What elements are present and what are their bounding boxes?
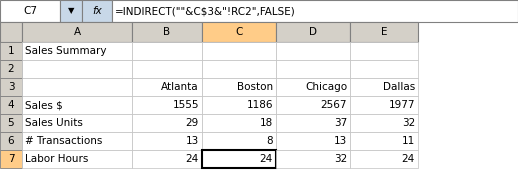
Text: # Transactions: # Transactions — [25, 136, 103, 146]
Bar — [350, 60, 418, 78]
Bar — [276, 114, 350, 132]
Text: 24: 24 — [260, 154, 273, 164]
Bar — [132, 42, 202, 60]
Text: Labor Hours: Labor Hours — [25, 154, 89, 164]
Bar — [22, 114, 132, 132]
Text: 18: 18 — [260, 118, 273, 128]
Text: Dallas: Dallas — [383, 82, 415, 92]
Text: C7: C7 — [23, 6, 37, 16]
Text: 1: 1 — [8, 46, 15, 56]
Text: Chicago: Chicago — [305, 82, 347, 92]
Text: 3: 3 — [8, 82, 15, 92]
Text: 6: 6 — [8, 136, 15, 146]
Text: 7: 7 — [8, 154, 15, 164]
Bar — [276, 22, 350, 42]
Text: Sales Units: Sales Units — [25, 118, 83, 128]
Bar — [0, 60, 22, 78]
Text: B: B — [164, 27, 170, 37]
Text: 37: 37 — [334, 118, 347, 128]
Bar — [60, 0, 82, 22]
Bar — [22, 96, 132, 114]
Bar — [276, 96, 350, 114]
Bar — [132, 78, 202, 96]
Text: 32: 32 — [402, 118, 415, 128]
Text: =INDIRECT(""&C$3&"!RC2",FALSE): =INDIRECT(""&C$3&"!RC2",FALSE) — [115, 6, 296, 16]
Text: ▼: ▼ — [68, 7, 74, 15]
Bar — [132, 114, 202, 132]
Bar — [132, 60, 202, 78]
Bar — [276, 78, 350, 96]
Bar — [350, 150, 418, 168]
Bar — [276, 132, 350, 150]
Bar — [202, 60, 276, 78]
Bar — [350, 132, 418, 150]
Bar — [22, 132, 132, 150]
Bar — [0, 0, 60, 22]
Bar — [22, 78, 132, 96]
Bar — [350, 78, 418, 96]
Bar — [276, 42, 350, 60]
Bar — [202, 22, 276, 42]
Text: Atlanta: Atlanta — [162, 82, 199, 92]
Bar — [82, 0, 112, 22]
Text: 4: 4 — [8, 100, 15, 110]
Bar — [350, 96, 418, 114]
Bar — [0, 22, 22, 42]
Text: Boston: Boston — [237, 82, 273, 92]
Text: Sales $: Sales $ — [25, 100, 63, 110]
Bar — [202, 96, 276, 114]
Text: 1555: 1555 — [172, 100, 199, 110]
Bar — [0, 114, 22, 132]
Bar — [22, 42, 132, 60]
Text: 8: 8 — [266, 136, 273, 146]
Bar — [350, 22, 418, 42]
Text: E: E — [381, 27, 387, 37]
Bar — [202, 42, 276, 60]
Text: 32: 32 — [334, 154, 347, 164]
Text: 5: 5 — [8, 118, 15, 128]
Bar — [112, 0, 518, 22]
Text: Sales Summary: Sales Summary — [25, 46, 107, 56]
Bar — [202, 150, 276, 168]
Text: C: C — [235, 27, 243, 37]
Bar — [0, 132, 22, 150]
Bar — [202, 78, 276, 96]
Text: A: A — [74, 27, 81, 37]
Bar — [350, 42, 418, 60]
Bar — [22, 22, 132, 42]
Text: D: D — [309, 27, 317, 37]
Bar — [22, 150, 132, 168]
Bar — [0, 150, 22, 168]
Text: 29: 29 — [186, 118, 199, 128]
Text: 24: 24 — [186, 154, 199, 164]
Text: 13: 13 — [186, 136, 199, 146]
Text: 1186: 1186 — [247, 100, 273, 110]
Bar — [202, 114, 276, 132]
Text: fx: fx — [92, 6, 102, 16]
Text: 11: 11 — [402, 136, 415, 146]
Text: 1977: 1977 — [388, 100, 415, 110]
Bar — [0, 96, 22, 114]
Bar — [132, 96, 202, 114]
Bar — [276, 150, 350, 168]
Bar — [132, 132, 202, 150]
Bar — [0, 78, 22, 96]
Bar — [350, 114, 418, 132]
Bar — [132, 150, 202, 168]
Text: 2567: 2567 — [321, 100, 347, 110]
Bar — [0, 42, 22, 60]
Text: 13: 13 — [334, 136, 347, 146]
Text: 2: 2 — [8, 64, 15, 74]
Bar — [132, 22, 202, 42]
Bar — [276, 60, 350, 78]
Bar — [22, 60, 132, 78]
Text: 24: 24 — [402, 154, 415, 164]
Bar — [202, 132, 276, 150]
